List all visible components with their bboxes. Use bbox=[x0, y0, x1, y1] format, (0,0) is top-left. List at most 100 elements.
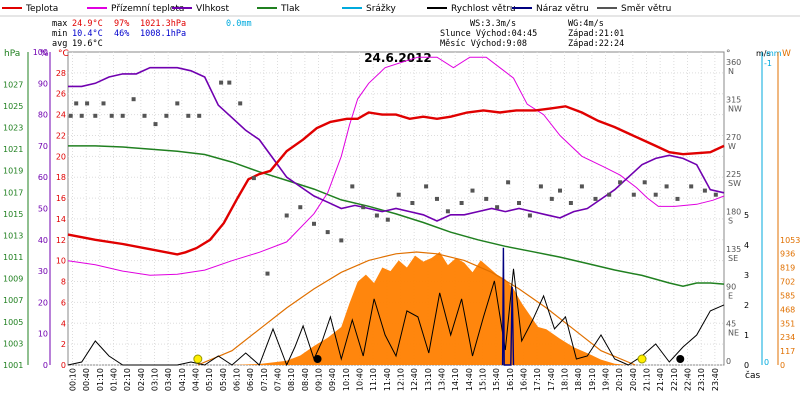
tick-label-x: 09:40 bbox=[328, 368, 337, 391]
tick-label-dir: 270 bbox=[726, 133, 741, 142]
wind-direction-point bbox=[410, 201, 415, 205]
tick-label-x: 11:10 bbox=[369, 368, 378, 391]
tick-label-x: 10:10 bbox=[342, 368, 351, 391]
tick-label-hpa: 1009 bbox=[3, 275, 23, 284]
tick-label-dir: 45 bbox=[726, 320, 736, 329]
wind-direction-point bbox=[219, 80, 224, 85]
sunset-marker bbox=[637, 354, 647, 364]
wind-direction-point bbox=[445, 209, 450, 214]
axis-title-w: W bbox=[782, 49, 791, 59]
tick-label-dir: 360 bbox=[726, 58, 741, 67]
tick-label-x: 09:10 bbox=[315, 368, 324, 391]
wind-direction-point bbox=[101, 101, 106, 106]
tick-label-x: 17:40 bbox=[547, 368, 556, 391]
legend-label: Rychlost větru bbox=[451, 4, 516, 14]
tick-label-x: 23:40 bbox=[711, 368, 720, 391]
tick-label-x: 00:10 bbox=[69, 368, 78, 391]
tick-label-temp: 6 bbox=[61, 298, 66, 307]
series-temperature bbox=[67, 105, 725, 256]
tick-label-mm: -1 bbox=[764, 59, 772, 68]
tick-label-hpa: 1021 bbox=[3, 145, 23, 154]
wind-direction-point bbox=[702, 188, 707, 193]
wind-direction-point bbox=[350, 184, 355, 189]
tick-label-hpa: 1023 bbox=[3, 124, 23, 133]
series-wind-speed bbox=[67, 268, 725, 367]
wind-direction-point bbox=[506, 180, 511, 185]
tick-label-w: 468 bbox=[780, 305, 795, 314]
legend-label: Přízemní teplota bbox=[111, 4, 184, 14]
tick-label-temp: 8 bbox=[61, 278, 66, 287]
tick-label-ms: 5 bbox=[744, 211, 749, 220]
stat-avg-label: avg bbox=[52, 39, 67, 49]
stat-sun: Slunce Východ:04:45 bbox=[440, 29, 537, 39]
tick-label-x: 19:10 bbox=[588, 368, 597, 391]
wind-direction-point bbox=[142, 113, 147, 118]
series-solar-theoretical bbox=[197, 251, 636, 366]
tick-label-hpa: 1007 bbox=[3, 296, 23, 305]
tick-label-dir-name: W bbox=[728, 142, 736, 151]
tick-label-x: 05:40 bbox=[219, 368, 228, 391]
moonrise-marker bbox=[313, 355, 322, 363]
tick-label-x: 12:40 bbox=[410, 368, 419, 391]
tick-label-x: 03:40 bbox=[164, 368, 173, 391]
wind-direction-point bbox=[265, 271, 270, 276]
wind-direction-point bbox=[153, 122, 158, 127]
tick-label-mm: 0 bbox=[764, 358, 769, 367]
wind-direction-point bbox=[713, 192, 718, 197]
tick-label-w: 936 bbox=[780, 250, 795, 259]
tick-label-x: 20:10 bbox=[615, 368, 624, 391]
tick-label-ms: 2 bbox=[744, 301, 749, 310]
tick-label-hpa: 1003 bbox=[3, 339, 23, 348]
tick-label-x: 12:10 bbox=[397, 368, 406, 391]
tick-label-x: 06:10 bbox=[233, 368, 242, 391]
tick-label-x: 03:10 bbox=[151, 368, 160, 391]
stat-max-hum: 97% bbox=[114, 19, 129, 29]
wind-direction-point bbox=[558, 188, 562, 193]
stat-rain: 0.0mm bbox=[226, 19, 252, 29]
tick-label-x: 16:40 bbox=[520, 368, 529, 391]
tick-label-ms: 1 bbox=[744, 331, 749, 340]
tick-label-hpa: 1015 bbox=[3, 210, 23, 219]
wind-direction-point bbox=[579, 184, 584, 189]
tick-label-x: 05:10 bbox=[205, 368, 214, 391]
wind-direction-point bbox=[238, 101, 243, 106]
wind-direction-point bbox=[325, 230, 330, 235]
tick-label-temp: 26 bbox=[56, 90, 66, 99]
tick-label-x: 13:40 bbox=[438, 368, 447, 391]
wind-direction-point bbox=[618, 180, 623, 185]
wind-direction-point bbox=[227, 80, 232, 85]
stat-moon-set: Západ:22:24 bbox=[568, 39, 624, 49]
tick-label-w: 234 bbox=[780, 333, 795, 342]
tick-label-hpa: 1017 bbox=[3, 188, 23, 197]
tick-label-x: 00:40 bbox=[82, 368, 91, 391]
tick-label-dir: 90 bbox=[726, 282, 736, 291]
wind-direction-point bbox=[109, 113, 114, 118]
legend-label: Srážky bbox=[366, 4, 397, 14]
tick-label-hpa: 1011 bbox=[3, 253, 23, 262]
stat-max-label: max bbox=[52, 19, 67, 29]
wind-direction-point bbox=[131, 97, 136, 102]
tick-label-x: 18:10 bbox=[561, 368, 570, 391]
sunrise-marker bbox=[193, 354, 203, 364]
axis-title-ms: m/s bbox=[756, 49, 771, 58]
stat-sun-set: Západ:21:01 bbox=[568, 29, 624, 39]
wind-direction-point bbox=[470, 188, 475, 193]
stat-avg-temp: 19.6°C bbox=[72, 39, 103, 49]
wind-direction-point bbox=[68, 113, 73, 118]
tick-label-x: 21:40 bbox=[656, 368, 665, 391]
axis-title-temp: °C bbox=[58, 49, 69, 59]
stat-ws: WS:3.3m/s bbox=[470, 19, 516, 29]
wind-direction-point bbox=[631, 192, 636, 197]
axis-title-pct: % bbox=[40, 49, 49, 59]
series-humidity bbox=[68, 66, 725, 222]
wind-direction-point bbox=[396, 192, 401, 197]
tick-label-ms: 0 bbox=[744, 361, 749, 370]
tick-label-temp: 0 bbox=[61, 361, 66, 370]
tick-label-dir-name: E bbox=[728, 291, 733, 300]
tick-label-x: 17:10 bbox=[533, 368, 542, 391]
tick-label-hpa: 1001 bbox=[3, 361, 23, 370]
wind-direction-point bbox=[79, 113, 84, 118]
series-wind-gust bbox=[501, 247, 515, 366]
tick-label-x: 01:10 bbox=[96, 368, 105, 391]
tick-label-x: 18:40 bbox=[574, 368, 583, 391]
